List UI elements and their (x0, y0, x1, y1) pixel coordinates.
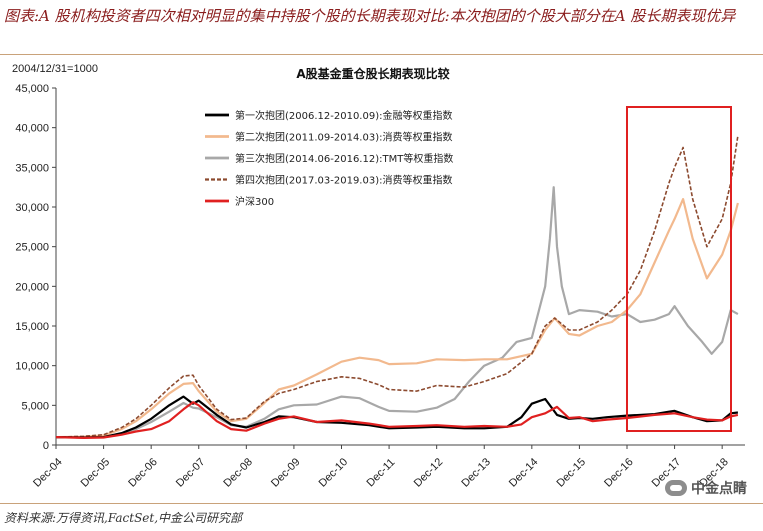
series-line-5 (55, 401, 739, 439)
watermark: 中金点睛 (665, 478, 747, 498)
x-tick-label: Dec-13 (459, 456, 493, 490)
watermark-text: 中金点睛 (691, 481, 747, 497)
figure-title: 图表:A 股机构投资者四次相对明显的集中持股个股的长期表现对比:本次抱团的个股大… (4, 7, 736, 25)
x-tick-label: Dec-14 (507, 456, 541, 490)
y-tick-label: 5,000 (21, 400, 49, 412)
x-tick-label: Dec-05 (79, 456, 113, 490)
x-tick-label: Dec-15 (555, 456, 589, 490)
y-tick-label: 45,000 (15, 83, 49, 95)
x-tick-label: Dec-06 (126, 456, 160, 490)
y-tick-label: 15,000 (15, 321, 49, 333)
x-tick-label: Dec-12 (412, 456, 446, 490)
x-tick-label: Dec-09 (269, 456, 303, 490)
bottom-divider (0, 503, 763, 504)
y-axis-label: 2004/12/31=1000 (12, 63, 98, 75)
chart-title: A股基金重仓股长期表现比较 (296, 66, 449, 81)
y-tick-label: 30,000 (15, 202, 49, 214)
y-tick-label: 40,000 (15, 123, 49, 135)
y-tick-label: 25,000 (15, 242, 49, 254)
wechat-icon (665, 480, 687, 496)
series-line-3 (55, 186, 739, 439)
legend-label: 第三次抱团(2014.06-2016.12):TMT等权重指数 (235, 152, 453, 165)
series-line-2 (55, 198, 739, 439)
x-tick-label: Dec-04 (31, 456, 65, 490)
axes: 0 5,000 10,000 15,000 20,000 25,000 30,000 35,0… (15, 83, 745, 490)
source-note: 资料来源:万得资讯,FactSet,中金公司研究部 (4, 511, 243, 525)
x-tick-label: Dec-16 (602, 456, 636, 490)
y-tick-label: 35,000 (15, 162, 49, 174)
legend: 第一次抱团(2006.12-2010.09):金融等权重指数第二次抱团(2011… (205, 109, 453, 208)
highlight-box (625, 106, 732, 432)
x-tick-label: Dec-10 (317, 456, 351, 490)
series-line-4 (55, 135, 739, 438)
x-tick-label: Dec-07 (174, 456, 208, 490)
y-tick-label: 20,000 (15, 281, 49, 293)
y-tick-label: 10,000 (15, 361, 49, 373)
legend-label: 第一次抱团(2006.12-2010.09):金融等权重指数 (235, 109, 453, 122)
y-tick-label: 0 (43, 440, 49, 452)
series-layer (55, 135, 739, 439)
x-tick-label: Dec-08 (221, 456, 255, 490)
top-divider (0, 54, 763, 55)
legend-label: 第四次抱团(2017.03-2019.03):消费等权重指数 (235, 174, 453, 187)
legend-label: 第二次抱团(2011.09-2014.03):消费等权重指数 (235, 131, 453, 144)
legend-label: 沪深300 (235, 195, 274, 208)
x-tick-label: Dec-11 (364, 456, 397, 489)
